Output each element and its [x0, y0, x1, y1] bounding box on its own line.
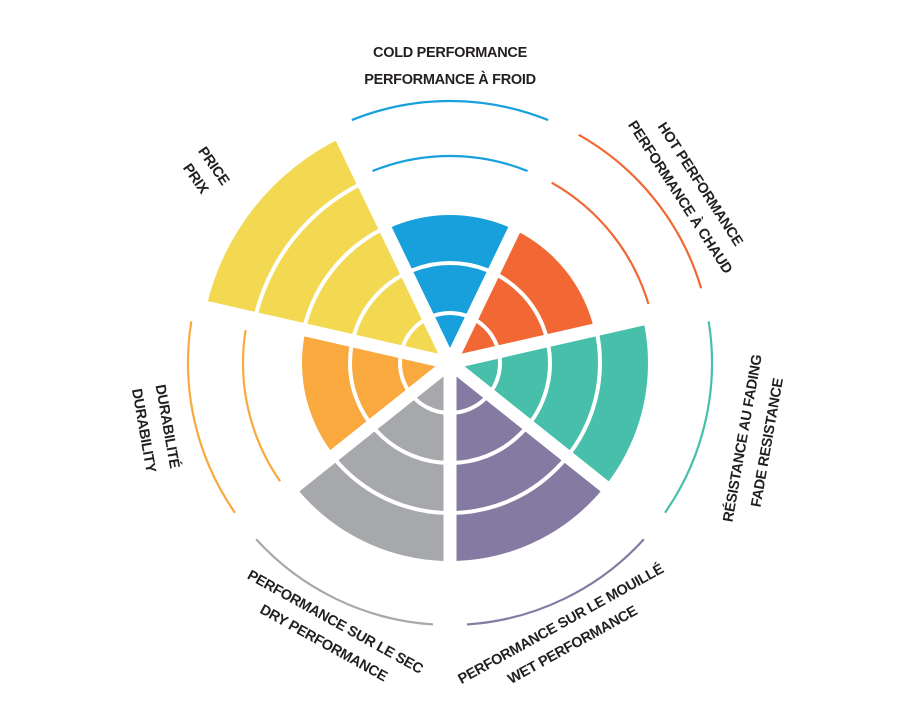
scale-arc-fade-resistance-5	[664, 321, 714, 514]
label-wet-fr: PERFORMANCE SUR LE MOUILLÉ	[455, 560, 667, 688]
scale-arc-cold-performance-5	[351, 99, 549, 122]
label-durability-en: DURABILITY	[128, 387, 159, 474]
sector-separator	[156, 289, 452, 370]
scale-arc-durability-5	[186, 321, 236, 514]
scale-arc-wet-performance-5	[466, 538, 645, 626]
sector-separator	[445, 357, 689, 556]
label-cold-fr: PERFORMANCE À FROID	[364, 71, 536, 88]
sector-dry-performance	[293, 363, 450, 563]
scale-arc-hot-performance-5	[578, 133, 703, 289]
label-cold-en: COLD PERFORMANCE	[373, 45, 528, 61]
sector-separator	[211, 357, 455, 556]
sector-separator	[448, 289, 744, 370]
sector-wet-performance	[450, 363, 607, 563]
scale-arc-dry-performance-5	[255, 538, 434, 626]
scale-arc-durability-4	[241, 329, 282, 482]
sector-price	[206, 137, 450, 363]
sector-durability	[299, 329, 450, 457]
sector-cold-performance	[384, 213, 516, 363]
sector-separator	[313, 89, 456, 366]
scale-arc-hot-performance-4	[551, 181, 650, 305]
sector-separator	[444, 89, 587, 366]
scale-arc-cold-performance-4	[372, 154, 528, 173]
